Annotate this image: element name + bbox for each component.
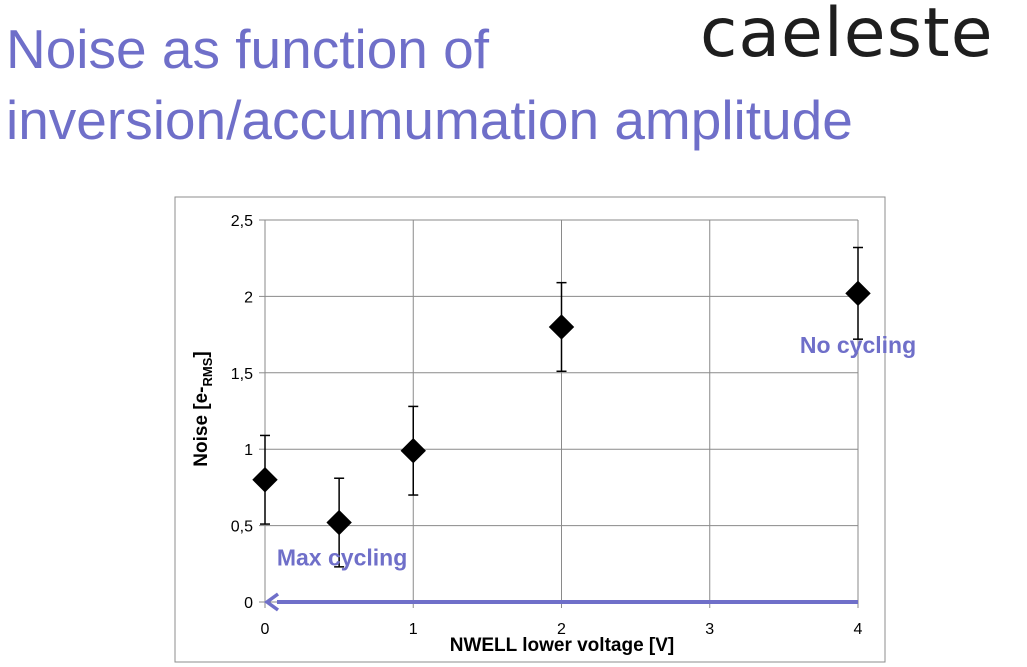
slide-title-line-1: Noise as function of (6, 18, 490, 80)
y-tick-label: 0,5 (231, 519, 253, 536)
y-tick-label: 2,5 (231, 213, 253, 230)
data-point-diamond (845, 280, 871, 307)
annotation-max-cycling: Max cycling (277, 544, 407, 570)
y-axis-label-subscript: RMS (200, 357, 215, 386)
y-tick-label: 2 (244, 289, 253, 306)
y-axis-label: Noise [e-RMS] (191, 351, 215, 466)
x-tick-label: 0 (261, 621, 270, 638)
arrow-head (264, 592, 280, 612)
data-point-diamond (252, 467, 278, 493)
chart-frame (174, 196, 886, 663)
chart-markers (252, 280, 871, 536)
data-point-diamond (400, 438, 426, 464)
x-axis-label: NWELL lower voltage [V] (450, 635, 675, 656)
chart-tick-labels: 0 0,5 1 1,5 2 2,5 0 1 2 3 4 (231, 213, 863, 638)
y-axis-label-main: Noise [e- (191, 386, 212, 466)
slide-title: Noise as function of inversion/accumumat… (6, 14, 853, 156)
x-tick-label: 4 (854, 621, 863, 638)
y-tick-label: 0 (244, 595, 253, 612)
x-tick-label: 2 (557, 621, 566, 638)
cycling-arrow (264, 592, 858, 612)
data-point-diamond (548, 314, 575, 340)
y-axis-label-close: ] (191, 351, 212, 357)
x-tick-label: 3 (705, 621, 714, 638)
y-tick-label: 1,5 (231, 366, 253, 383)
chart-annotations: No cycling Max cycling (277, 332, 916, 570)
annotation-no-cycling: No cycling (800, 332, 916, 358)
y-tick-label: 1 (244, 442, 253, 459)
data-point-diamond (326, 509, 352, 536)
slide-title-line-2: inversion/accumumation amplitude (6, 89, 853, 151)
x-tick-label: 1 (409, 621, 418, 638)
caeleste-logo: caeleste (700, 0, 994, 73)
